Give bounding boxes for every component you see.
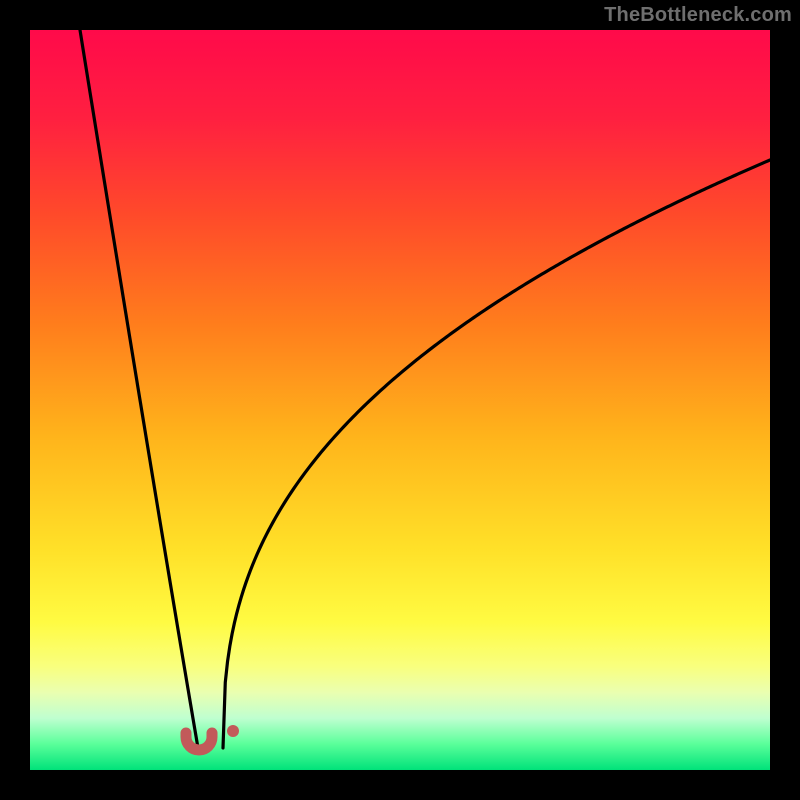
bottleneck-chart (30, 30, 770, 770)
valley-dot-mark (227, 725, 239, 737)
watermark-text: TheBottleneck.com (604, 4, 792, 27)
plot-area (30, 30, 770, 770)
chart-container: TheBottleneck.com (0, 0, 800, 800)
